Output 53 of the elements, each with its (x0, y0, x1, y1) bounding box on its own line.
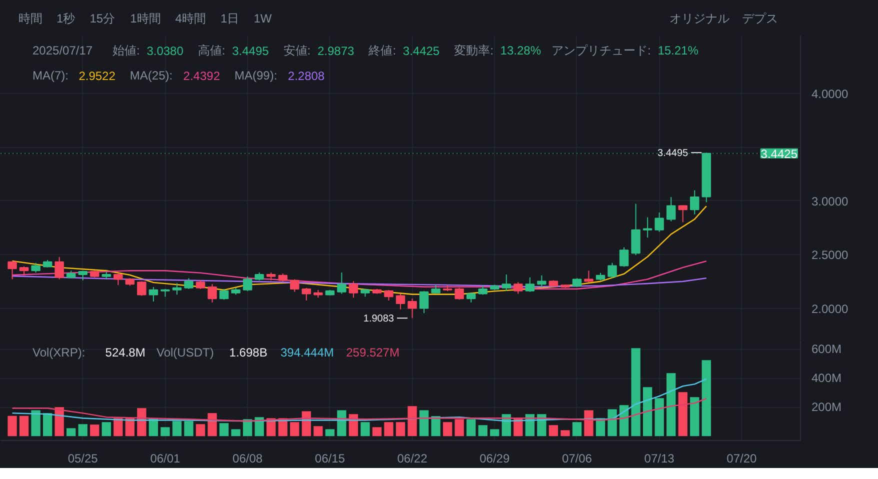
annotation: 2.4392 (183, 69, 220, 83)
annotation: 259.527M (346, 346, 400, 360)
annotation: 2.9873 (318, 44, 355, 58)
text: 1時間 (130, 12, 161, 26)
x-tick-label: 06/08 (232, 452, 263, 466)
annotation: 2.9522 (78, 69, 116, 83)
ref-line-label: 3.4425 (760, 146, 798, 161)
x-tick-label: 07/13 (644, 452, 675, 466)
annotation: 2025/07/17 (32, 44, 93, 58)
annotation: アンプリチュード: (552, 44, 651, 58)
annotation: 変動率: (454, 44, 494, 58)
y-tick-label: 2.5000 (812, 248, 849, 262)
x-tick-label: 07/20 (726, 452, 758, 466)
annotation: 524.8M (105, 346, 146, 360)
text: 時間 (18, 12, 42, 26)
y-tick-label: 2.0000 (812, 302, 849, 316)
annotation: 3.4495 (232, 44, 270, 58)
annotation: Vol(XRP): (32, 346, 86, 360)
annotation: 394.444M (280, 346, 334, 360)
y-tick-label: 4.0000 (812, 86, 849, 101)
annotation: 13.28% (500, 44, 542, 58)
x-tick-label: 05/25 (68, 452, 98, 466)
annotation: MA(25): (130, 68, 173, 82)
annotation: 1.698B (229, 346, 268, 360)
annotation: 終値: (368, 44, 396, 58)
text: 1秒 (56, 12, 76, 26)
y-tick-label: 400M (812, 371, 842, 386)
y-tick-label: 600M (812, 342, 842, 356)
annotation: 始値: (112, 44, 140, 58)
x-tick-label: 06/22 (397, 452, 428, 466)
x-tick-label: 06/01 (150, 452, 181, 466)
annotation: 1.9083 (363, 314, 394, 325)
x-tick-label: 06/15 (314, 452, 346, 466)
text: オリジナル (669, 12, 730, 26)
annotation: 3.0380 (146, 44, 184, 58)
annotation: MA(7): (32, 68, 68, 82)
x-tick-label: 06/29 (480, 452, 510, 466)
annotation: 3.4425 (402, 44, 440, 58)
annotation: MA(99): (234, 68, 278, 82)
annotation: 2.2808 (288, 69, 325, 83)
text: 15分 (90, 12, 116, 26)
text: 1W (254, 12, 272, 26)
text: デプス (742, 12, 778, 26)
annotation: 3.4495 (658, 148, 689, 160)
text: 1日 (220, 12, 240, 26)
annotation: 15.21% (658, 44, 699, 58)
x-tick-label: 07/06 (562, 452, 592, 466)
y-tick-label: 3.0000 (812, 194, 849, 208)
annotation: 安値: (283, 44, 311, 58)
annotation: Vol(USDT) (156, 346, 214, 360)
y-tick-label: 200M (812, 400, 842, 414)
text: 4時間 (175, 12, 206, 26)
annotation: 高値: (198, 44, 226, 58)
